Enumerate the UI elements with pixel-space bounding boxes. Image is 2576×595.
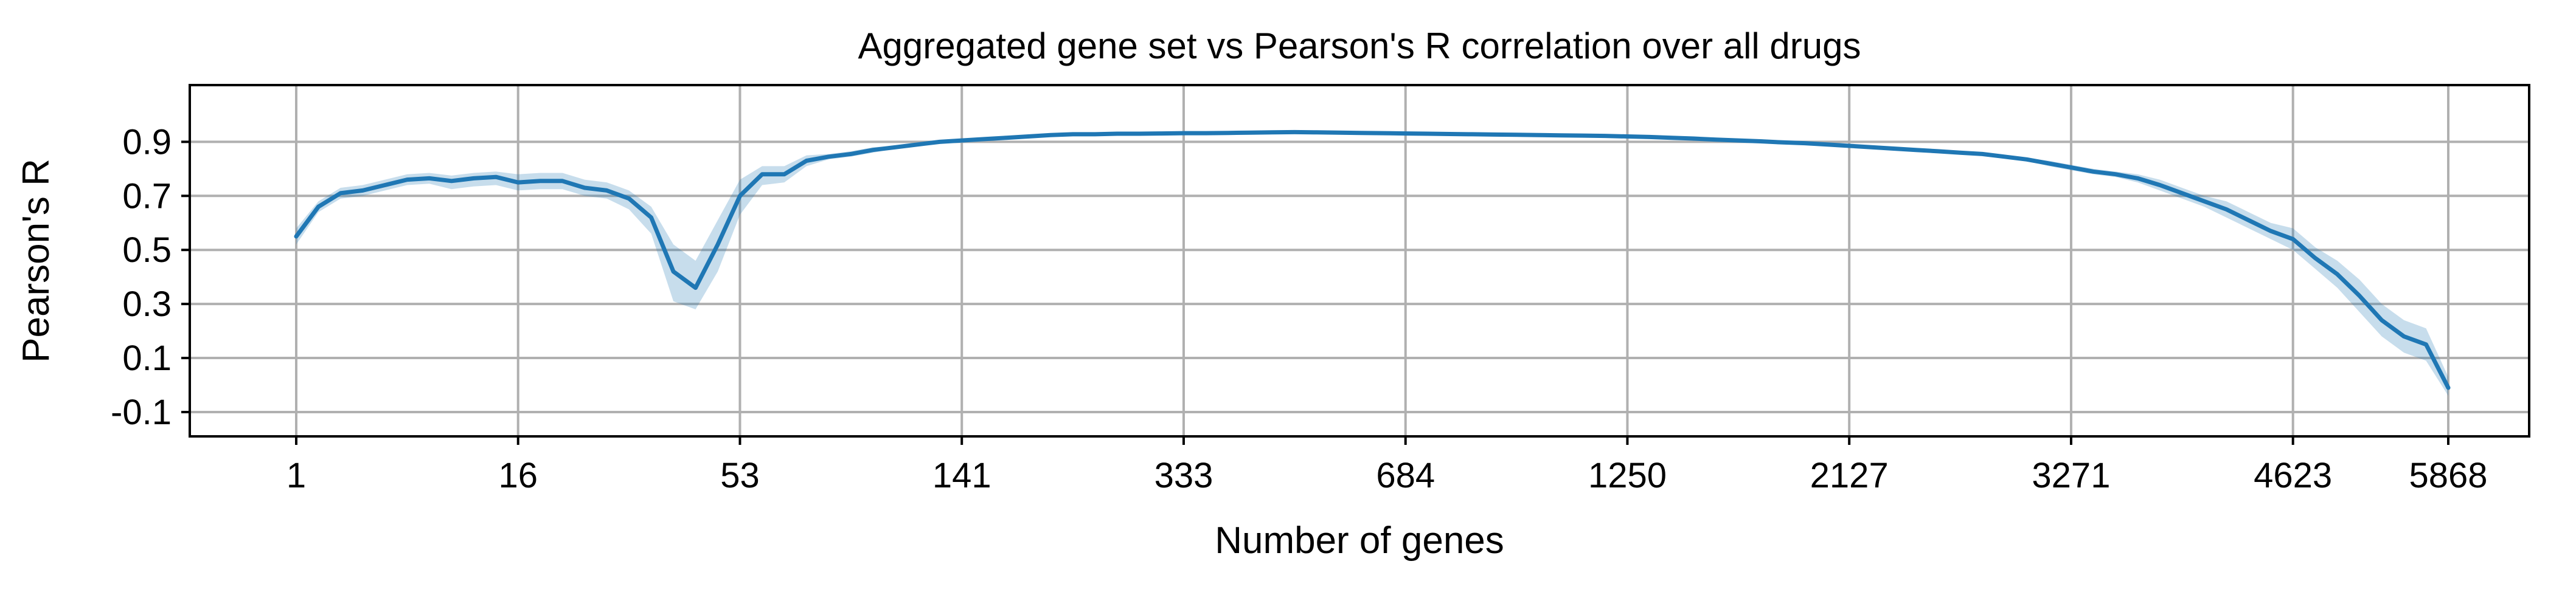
axis-ticks: 1 16 53 141 333 684 1250 2127 3271 4623 5868 -0.1 0.… [111, 122, 2487, 495]
y-tick-label: 0.1 [122, 339, 172, 378]
chart-title: Aggregated gene set vs Pearson's R corre… [858, 26, 1861, 66]
x-tick-label: 53 [720, 456, 760, 495]
series-line-layer [294, 129, 2451, 390]
x-axis-label: Number of genes [1215, 520, 1504, 562]
plot-frame [189, 84, 2530, 438]
x-tick-label: 4623 [2254, 456, 2332, 495]
series-line [294, 129, 2451, 390]
x-tick-label: 16 [498, 456, 538, 495]
x-tick-label: 5868 [2409, 456, 2487, 495]
x-tick-label: 141 [932, 456, 991, 495]
y-tick-label: -0.1 [111, 393, 172, 432]
y-tick-label: 0.7 [122, 176, 172, 216]
x-tick-label: 684 [1376, 456, 1435, 495]
x-tick-label: 333 [1154, 456, 1213, 495]
grid-lines [190, 85, 2529, 436]
y-tick-label: 0.5 [122, 230, 172, 270]
x-tick-label: 1 [286, 456, 306, 495]
y-tick-label: 0.3 [122, 284, 172, 324]
y-tick-label: 0.9 [122, 122, 172, 162]
x-tick-label: 2127 [1810, 456, 1889, 495]
y-axis-label: Pearson's R [15, 159, 57, 363]
x-tick-label: 3271 [2032, 456, 2110, 495]
x-tick-label: 1250 [1588, 456, 1667, 495]
